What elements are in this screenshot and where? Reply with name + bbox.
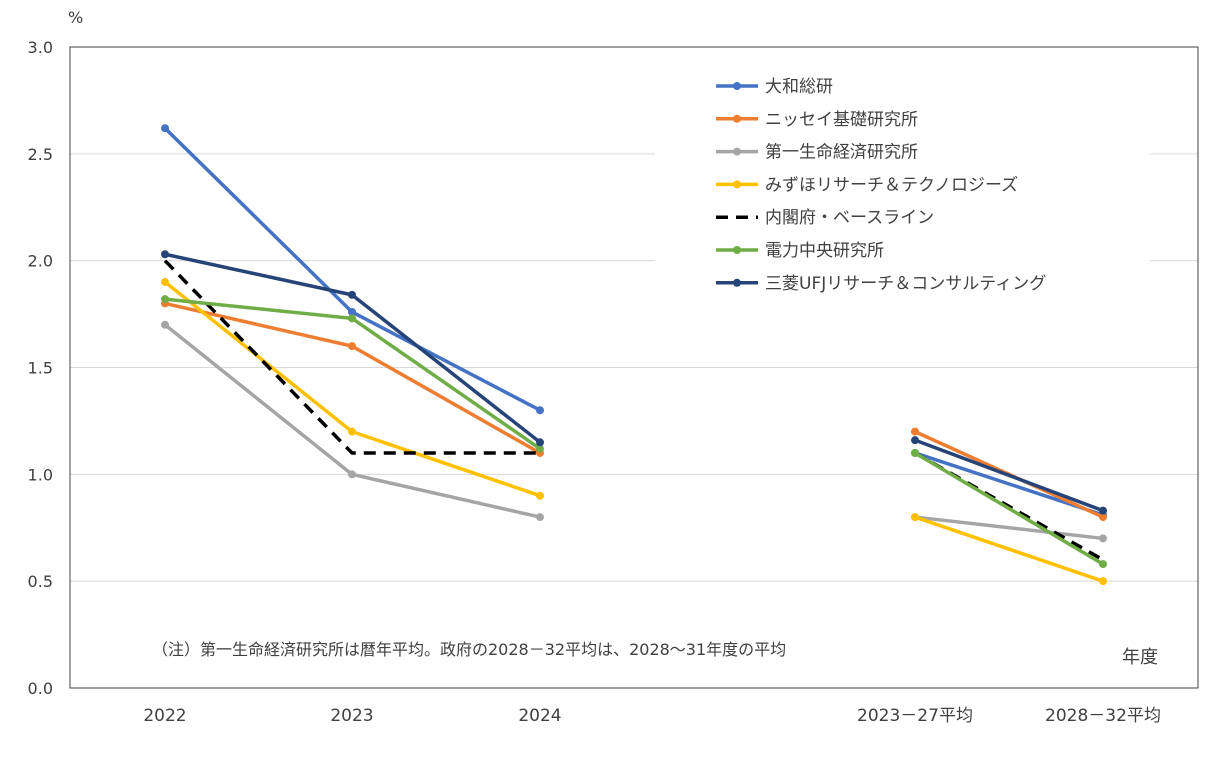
data-point [1099,560,1107,569]
series-6 [161,250,1107,515]
legend-marker [733,246,741,254]
y-tick-label: 2.0 [28,252,53,271]
y-unit-label: % [68,8,83,27]
y-tick-label: 1.5 [28,359,53,378]
data-point [911,436,919,445]
chart-note: （注）第一生命経済研究所は暦年平均。政府の2028－32平均は、2028～31年… [152,640,786,659]
x-tick-label: 2023 [330,706,373,726]
series-5 [161,295,1107,569]
series-line [914,451,1104,566]
y-tick-label: 2.5 [28,145,53,164]
data-point [348,342,356,351]
legend: 大和総研ニッセイ基礎研究所第一生命経済研究所みずほリサーチ＆テクノロジーズ内閣府… [655,68,1150,300]
data-point [161,124,169,133]
series-4 [163,259,1104,562]
series-3 [161,278,1107,586]
data-point [348,290,356,299]
legend-marker [733,180,741,189]
data-point [161,295,169,304]
x-tick-label: 2028－32平均 [1045,706,1161,726]
legend-label: 大和総研 [765,77,833,97]
data-point [911,448,919,457]
legend-label: ニッセイ基礎研究所 [765,110,918,130]
data-point [536,406,544,415]
series-1 [161,299,1107,522]
x-tick-label: 2023－27平均 [857,706,973,726]
plot-area-border [69,46,1199,689]
y-tick-label: 1.0 [28,465,53,484]
data-point [348,307,356,316]
x-axis-ticks: 2022 2023 2024 2023－27平均 2028－32平均 [143,706,1161,726]
legend-label: みずほリサーチ＆テクノロジーズ [765,175,1018,195]
legend-marker [733,278,741,287]
data-point [161,250,169,259]
data-point [1099,577,1107,586]
series-line [914,438,1104,513]
data-point [161,320,169,329]
series-line [914,515,1104,541]
data-point [911,513,919,522]
data-point [1099,513,1107,522]
series-line [163,259,540,455]
x-tick-label: 2022 [143,706,186,726]
data-point [348,470,356,479]
series-line [914,515,1104,583]
data-point [348,427,356,436]
data-point [911,427,919,436]
data-point [536,491,544,500]
legend-label: 電力中央研究所 [765,241,884,261]
data-point [536,444,544,453]
y-tick-label: 0.5 [28,572,53,591]
y-tick-label: 3.0 [28,38,53,57]
y-tick-label: 0.0 [28,679,53,698]
data-point [536,513,544,522]
series-2 [161,320,1107,543]
legend-label: 内閣府・ベースライン [765,208,934,228]
data-point [161,278,169,287]
data-point [1099,534,1107,543]
x-tick-label: 2024 [518,706,561,726]
series-lines [161,124,1107,586]
data-point [348,314,356,323]
data-point [536,438,544,447]
legend-label: 第一生命経済研究所 [765,143,918,163]
legend-label: 三菱UFJリサーチ＆コンサルティング [765,274,1046,294]
y-axis-ticks: 0.0 0.5 1.0 1.5 2.0 2.5 3.0 [28,38,53,698]
legend-marker [733,114,741,123]
x-axis-unit-label: 年度 [1122,647,1158,668]
legend-marker [733,147,741,156]
series-line [914,451,1104,562]
data-point [1099,506,1107,515]
legend-marker [733,82,741,90]
